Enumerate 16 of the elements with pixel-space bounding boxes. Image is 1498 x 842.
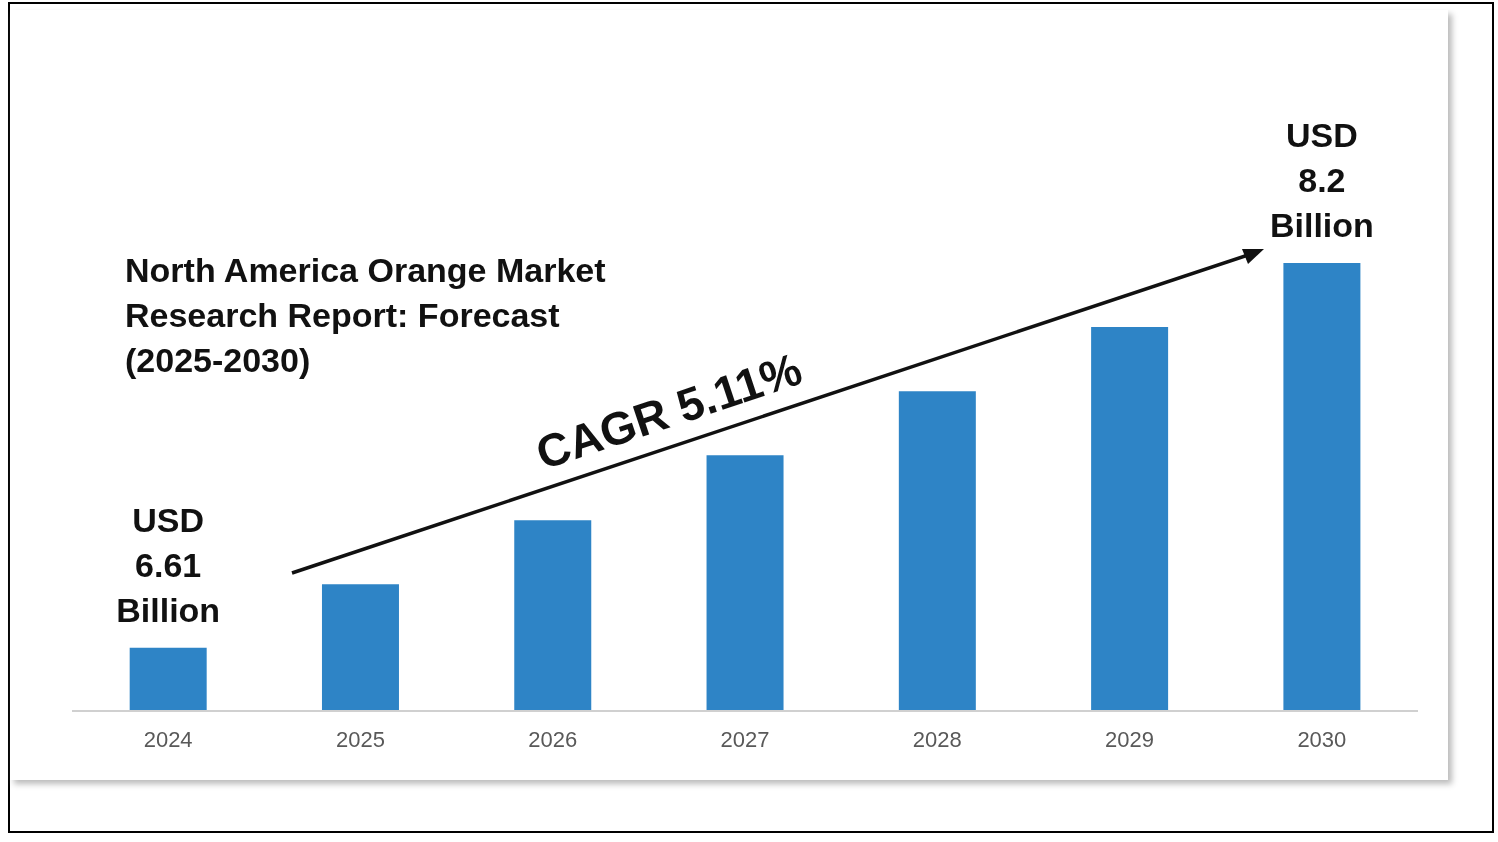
x-tick-label: 2026 bbox=[528, 726, 578, 752]
bar bbox=[1091, 327, 1169, 711]
x-tick-label: 2024 bbox=[143, 726, 193, 752]
bar bbox=[706, 455, 784, 711]
x-tick-label: 2025 bbox=[335, 726, 385, 752]
bar bbox=[514, 520, 592, 711]
bar bbox=[1283, 263, 1361, 711]
bar bbox=[898, 391, 976, 711]
bar bbox=[321, 584, 399, 711]
annotation: USD 8.2 Billion bbox=[1269, 116, 1374, 244]
x-tick-label: 2028 bbox=[912, 726, 962, 752]
x-tick-label: 2027 bbox=[720, 726, 770, 752]
x-tick-label: 2030 bbox=[1297, 726, 1347, 752]
bar bbox=[129, 647, 207, 711]
x-tick-label: 2029 bbox=[1105, 726, 1155, 752]
annotation: USD 6.61 Billion bbox=[116, 500, 221, 629]
